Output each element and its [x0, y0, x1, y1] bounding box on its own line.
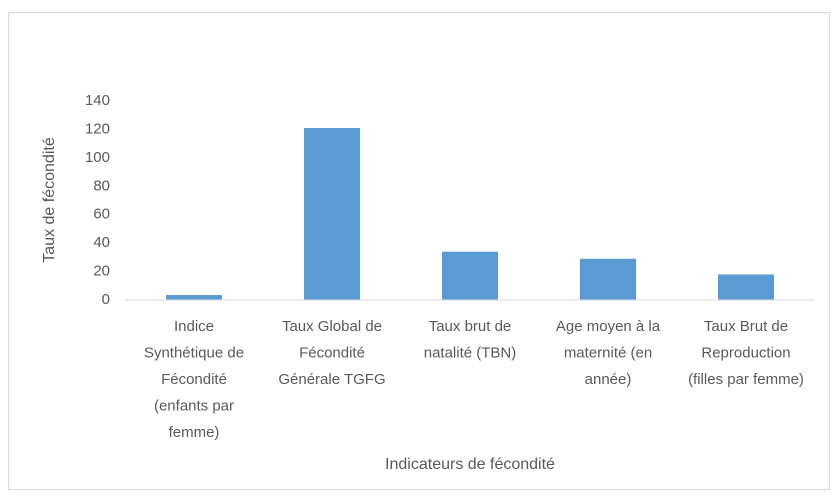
y-tick-label: 0 [102, 291, 110, 308]
bar [442, 251, 498, 300]
x-tick-label: Age moyen à la maternité (en année) [556, 318, 661, 388]
bar [718, 274, 774, 300]
x-tick-label: Taux Brut de Reproduction (filles par femm… [688, 318, 804, 388]
y-tick-label: 40 [93, 234, 110, 251]
y-tick-label: 20 [93, 263, 110, 280]
x-axis-title: Indicateurs de fécondité [385, 456, 555, 473]
bar [166, 295, 222, 300]
bar [304, 128, 360, 300]
y-tick-label: 100 [85, 149, 110, 166]
y-tick-label: 120 [85, 120, 110, 137]
y-axis-title: Taux de fécondité [41, 137, 58, 263]
x-tick-label: Taux brut de natalité (TBN) [424, 318, 517, 362]
x-tick-label: Taux Global de Fécondité Générale TGFG [278, 318, 385, 388]
y-tick-label: 60 [93, 206, 110, 223]
y-tick-label: 80 [93, 177, 110, 194]
x-tick-label: Indice Synthétique de Fécondité (enfants pa… [144, 318, 244, 441]
bar [580, 258, 636, 300]
chart-border [8, 12, 830, 490]
y-tick-label: 140 [85, 92, 110, 109]
